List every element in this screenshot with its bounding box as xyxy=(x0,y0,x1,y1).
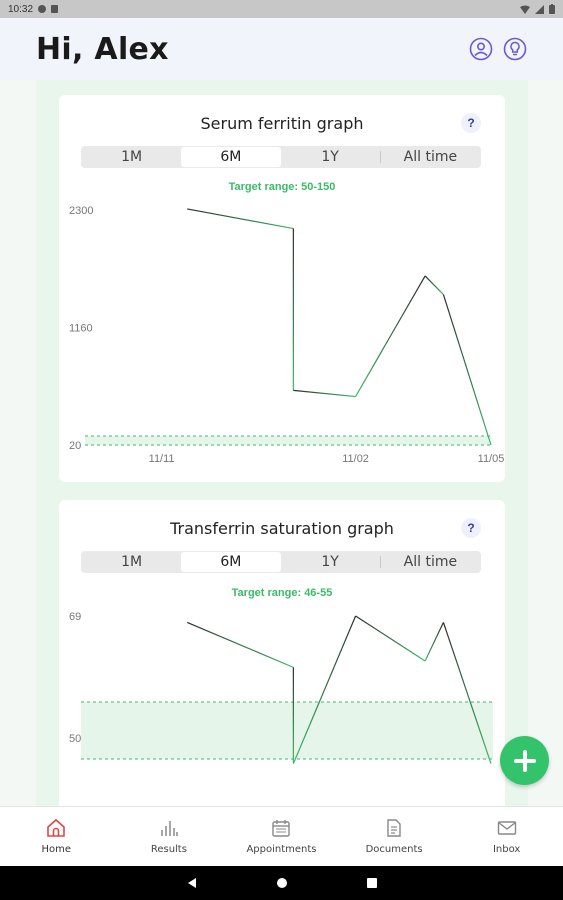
y-tick-label: 69 xyxy=(69,611,81,623)
range-selector: 1M 6M 1Y All time xyxy=(81,146,481,168)
bottom-navigation: Home Results Appointments xyxy=(0,806,563,866)
y-tick-label: 50 xyxy=(69,733,81,745)
y-tick-label: 2300 xyxy=(69,205,93,217)
recents-icon[interactable] xyxy=(366,877,378,889)
nav-documents[interactable]: Documents xyxy=(338,807,451,866)
range-1y[interactable]: 1Y xyxy=(321,149,339,165)
greeting-title: Hi, Alex xyxy=(36,31,169,67)
y-tick-label: 20 xyxy=(69,440,81,452)
add-button[interactable] xyxy=(500,736,549,785)
system-navigation-bar xyxy=(0,866,563,900)
mail-icon xyxy=(497,821,516,835)
target-range-label: Target range: 46-55 xyxy=(231,587,333,599)
nav-label: Inbox xyxy=(492,844,521,855)
segment-divider xyxy=(379,151,381,163)
range-selector: 1M 6M 1Y All time xyxy=(81,551,481,573)
y-tick-label: 1160 xyxy=(69,323,93,335)
document-icon xyxy=(387,819,401,837)
nav-home[interactable]: Home xyxy=(0,807,113,866)
profile-icon[interactable] xyxy=(469,37,493,61)
header: Hi, Alex xyxy=(0,18,563,80)
series-segment xyxy=(292,615,357,764)
sim-icon xyxy=(51,5,59,13)
range-6m[interactable]: 6M xyxy=(181,552,281,572)
series-segment xyxy=(187,208,294,230)
signal-icon xyxy=(535,4,544,14)
series-segment xyxy=(186,621,294,668)
help-button[interactable]: ? xyxy=(461,113,481,133)
battery-icon xyxy=(549,4,555,14)
x-tick-label: 11/11 xyxy=(149,453,175,465)
target-band xyxy=(81,702,493,759)
help-button[interactable]: ? xyxy=(461,518,481,538)
series-segment xyxy=(442,294,492,446)
nav-label: Documents xyxy=(365,844,423,855)
home-icon xyxy=(47,818,66,837)
nav-label: Appointments xyxy=(246,844,317,855)
range-all-time[interactable]: All time xyxy=(403,149,458,165)
status-time: 10:32 xyxy=(8,3,34,15)
nav-label: Home xyxy=(41,844,72,855)
notification-icon xyxy=(38,5,47,13)
ferritin-chart: 2300 1160 20 11/11 11/02 11/05 xyxy=(69,205,505,465)
target-band xyxy=(85,436,491,445)
serum-ferritin-card: Serum ferritin graph ? 1M 6M 1Y All time… xyxy=(59,95,505,482)
card-title: Transferrin saturation graph xyxy=(170,519,394,538)
range-all-time[interactable]: All time xyxy=(403,554,458,570)
lightbulb-icon[interactable] xyxy=(503,37,527,61)
target-range-label: Target range: 50-150 xyxy=(228,181,336,193)
segment-divider xyxy=(379,556,381,568)
range-1m[interactable]: 1M xyxy=(121,149,143,165)
range-1m[interactable]: 1M xyxy=(121,554,143,570)
x-tick-label: 11/05 xyxy=(478,453,505,465)
home-circle-icon[interactable] xyxy=(276,877,288,889)
back-icon[interactable] xyxy=(186,877,198,889)
bar-chart-icon xyxy=(161,821,178,836)
x-tick-label: 11/02 xyxy=(342,453,369,465)
range-1y[interactable]: 1Y xyxy=(321,554,339,570)
plus-icon xyxy=(513,749,536,772)
series-segment xyxy=(442,622,492,764)
transferrin-chart: 69 50 xyxy=(69,611,493,764)
wifi-icon xyxy=(520,5,530,14)
calendar-icon xyxy=(272,820,291,837)
transferrin-card: Transferrin saturation graph ? 1M 6M 1Y … xyxy=(59,500,505,806)
range-6m[interactable]: 6M xyxy=(181,147,281,167)
nav-label: Results xyxy=(150,844,187,855)
series-segment xyxy=(355,275,426,397)
series-segment xyxy=(424,622,444,662)
series-segment xyxy=(355,615,426,662)
series-segment xyxy=(293,389,356,398)
nav-appointments[interactable]: Appointments xyxy=(225,807,338,866)
card-title: Serum ferritin graph xyxy=(200,114,364,133)
status-bar: 10:32 xyxy=(0,0,563,18)
nav-results[interactable]: Results xyxy=(113,807,226,866)
series-segment xyxy=(424,275,444,295)
nav-inbox[interactable]: Inbox xyxy=(450,807,563,866)
